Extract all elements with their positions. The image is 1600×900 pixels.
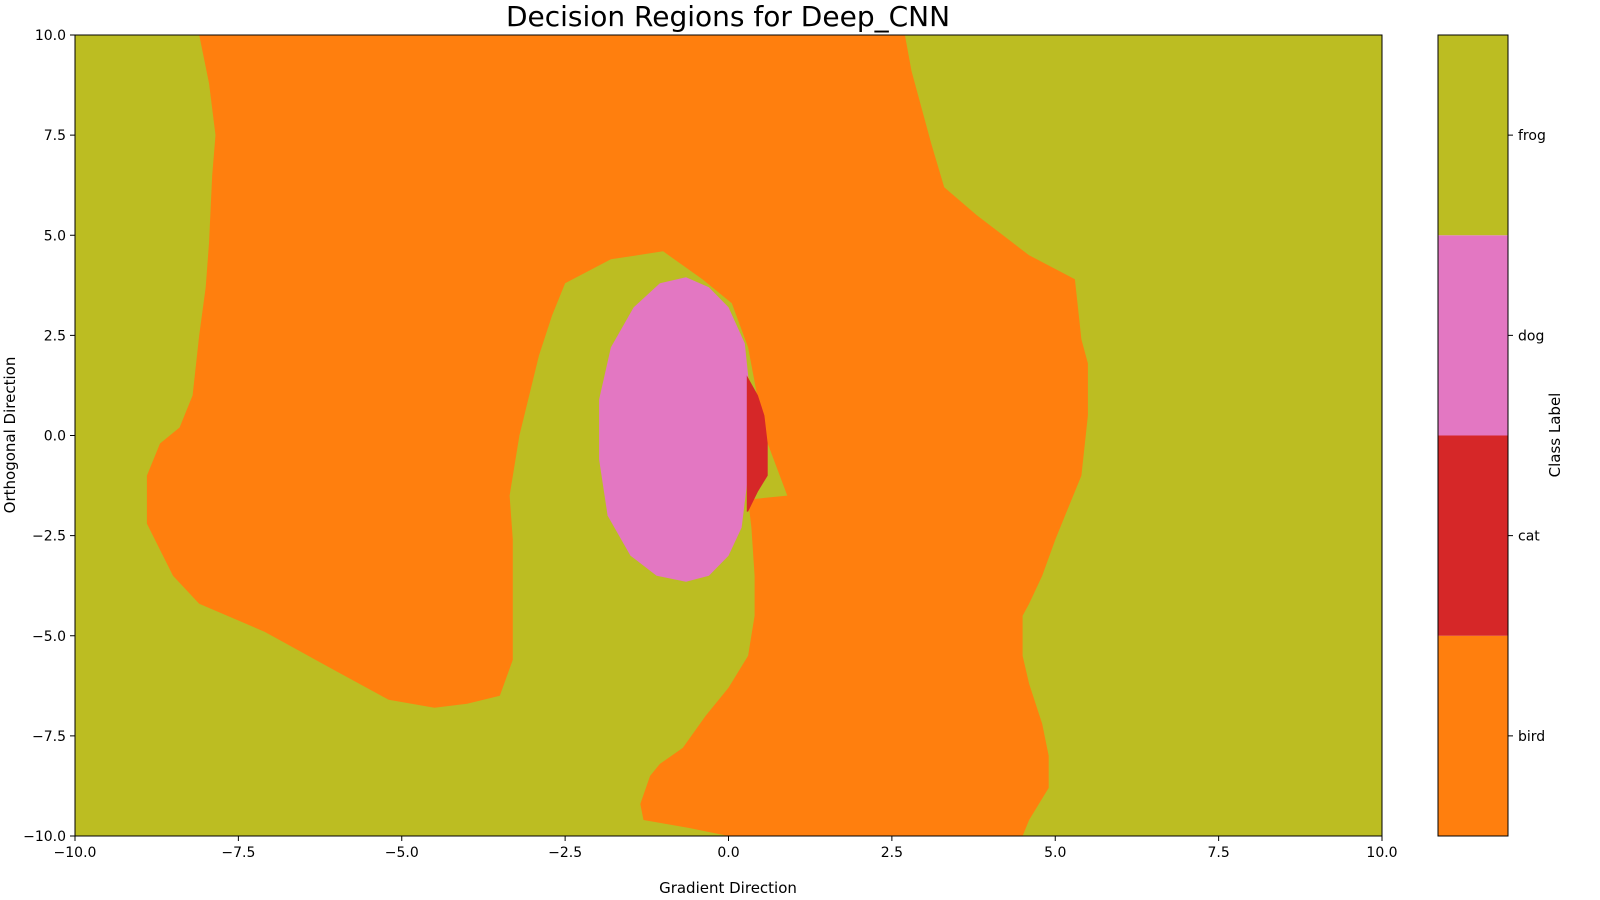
y-tick-label: 10.0 — [35, 28, 66, 44]
y-tick-label: −5.0 — [32, 629, 66, 645]
colorbar-frame — [1437, 34, 1509, 837]
x-tick-label: 7.5 — [1207, 845, 1229, 861]
colorbar-tick-label: cat — [1518, 529, 1540, 545]
colorbar-tick-label: bird — [1518, 729, 1545, 745]
colorbar-segment-cat — [1438, 435, 1508, 636]
region-bird-0 — [146, 35, 1088, 836]
x-tick-label: 5.0 — [1044, 845, 1066, 861]
colorbar: bird cat dog frog — [1437, 34, 1546, 837]
x-tick-label: 0.0 — [717, 845, 739, 861]
x-tick-label: −7.5 — [221, 845, 255, 861]
colorbar-segment-bird — [1438, 635, 1508, 836]
x-tick-label: −5.0 — [385, 845, 419, 861]
x-tick-label: 2.5 — [881, 845, 903, 861]
y-tick-label: −10.0 — [23, 829, 66, 845]
y-tick-label: −7.5 — [32, 729, 66, 745]
chart-title: Decision Regions for Deep_CNN — [506, 0, 950, 33]
y-tick-label: 5.0 — [44, 228, 66, 244]
y-tick-label: 2.5 — [44, 328, 66, 344]
x-tick-label: −2.5 — [548, 845, 582, 861]
region-dog-1 — [599, 277, 750, 582]
y-tick-label: −2.5 — [32, 529, 66, 545]
y-tick-label: 7.5 — [44, 128, 66, 144]
colorbar-label: Class Label — [1546, 393, 1564, 478]
x-tick-label: 10.0 — [1366, 845, 1397, 861]
x-axis-label: Gradient Direction — [659, 879, 797, 897]
y-tick-label: 0.0 — [44, 429, 66, 445]
y-axis: −10.0 −7.5 −5.0 −2.5 0.0 2.5 5.0 7.5 10.0 — [23, 28, 75, 845]
y-axis-label: Orthogonal Direction — [1, 357, 19, 514]
decision-regions — [146, 35, 1088, 836]
colorbar-segment-frog — [1438, 35, 1508, 236]
colorbar-tick-label: dog — [1518, 328, 1544, 344]
x-tick-label: −10.0 — [54, 845, 97, 861]
colorbar-segment-dog — [1438, 235, 1508, 436]
colorbar-tick-label: frog — [1518, 128, 1546, 144]
region-cat-2 — [746, 375, 768, 512]
x-axis: −10.0 −7.5 −5.0 −2.5 0.0 2.5 5.0 7.5 10.0 — [54, 836, 1398, 861]
